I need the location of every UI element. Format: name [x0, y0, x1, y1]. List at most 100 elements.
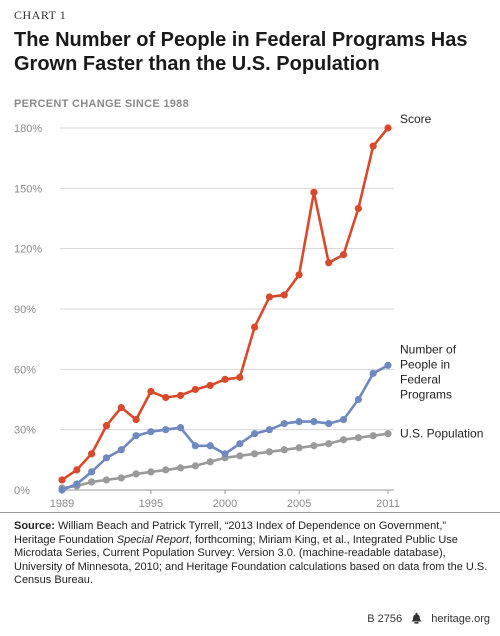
data-point	[280, 446, 288, 454]
data-point	[236, 452, 244, 460]
data-point	[251, 323, 259, 331]
data-point	[117, 474, 125, 482]
data-point	[117, 403, 125, 412]
data-point	[147, 387, 155, 396]
data-point	[176, 391, 185, 400]
data-point	[132, 470, 140, 478]
x-tick-label: 1995	[139, 498, 163, 508]
source-text-1: William Beach and Patrick Tyrrell, “2013…	[14, 520, 447, 546]
data-point	[354, 395, 362, 404]
y-tick-label: 150%	[14, 183, 42, 195]
data-point	[88, 450, 96, 458]
data-point	[384, 430, 392, 438]
data-point	[339, 436, 348, 444]
data-point	[147, 428, 155, 436]
heritage-bell-icon	[411, 612, 422, 627]
line-chart: 0% 30% 60% 90% 120% 150% 180% 1989 1995 2000 2005 2…	[14, 112, 483, 508]
footer: B 2756 heritage.org	[361, 612, 490, 627]
data-point	[295, 271, 303, 279]
data-point	[58, 486, 66, 494]
data-point	[369, 369, 377, 377]
y-tick-label: 0%	[14, 485, 30, 497]
data-point	[280, 420, 288, 428]
data-point	[369, 432, 377, 440]
data-point	[384, 124, 392, 132]
chart-subtitle: PERCENT CHANGE SINCE 1988	[14, 98, 189, 110]
series-label: Programs	[400, 387, 452, 401]
data-point	[102, 422, 111, 430]
data-point	[73, 466, 81, 474]
source-note: Source: William Beach and Patrick Tyrrel…	[14, 520, 490, 588]
data-point	[265, 293, 274, 301]
data-point	[132, 432, 140, 440]
data-point	[339, 251, 348, 259]
data-point	[132, 416, 140, 424]
data-point	[191, 442, 199, 450]
data-point	[73, 480, 81, 488]
series-line	[61, 364, 389, 492]
x-tick-label: 2005	[287, 498, 311, 508]
series-label: People in	[400, 357, 450, 371]
x-tick-label: 2000	[213, 498, 237, 508]
source-divider	[0, 512, 500, 513]
data-point	[265, 426, 274, 434]
data-point	[280, 291, 288, 299]
source-text-2: , forthcoming; Miriam King, et al., Inte…	[14, 533, 488, 587]
data-point	[88, 468, 96, 476]
data-point	[339, 416, 348, 424]
y-tick-label: 60%	[14, 364, 36, 376]
data-point	[354, 204, 362, 213]
data-point	[310, 188, 318, 196]
x-tick-label: 1989	[50, 498, 74, 508]
data-point	[88, 478, 96, 486]
series-label: U.S. Population	[400, 427, 483, 441]
data-point	[325, 259, 333, 267]
data-point	[295, 444, 303, 452]
y-tick-label: 180%	[14, 123, 42, 135]
data-point	[236, 373, 244, 381]
data-point	[354, 434, 362, 442]
data-point	[102, 454, 111, 462]
data-point	[191, 462, 199, 470]
data-point	[295, 418, 303, 426]
data-point	[117, 446, 125, 454]
data-point	[236, 440, 244, 448]
data-point	[325, 440, 333, 448]
y-tick-label: 120%	[14, 244, 42, 256]
data-point	[265, 448, 274, 456]
data-point	[102, 476, 111, 484]
data-point	[191, 385, 199, 394]
data-point	[206, 458, 214, 466]
data-point	[206, 381, 214, 390]
heritage-site[interactable]: heritage.org	[431, 613, 490, 625]
x-tick-label: 2011	[376, 498, 400, 508]
data-point	[162, 466, 170, 474]
data-point	[176, 424, 185, 432]
data-point	[162, 393, 170, 402]
series-line	[61, 127, 390, 481]
series-label: Score	[400, 112, 432, 126]
data-point	[147, 468, 155, 476]
data-point	[310, 418, 318, 426]
y-tick-label: 90%	[14, 304, 36, 316]
chart-kicker: CHART 1	[14, 8, 67, 22]
data-point	[325, 420, 333, 428]
data-point	[58, 476, 66, 484]
data-point	[251, 450, 259, 458]
data-point	[176, 464, 185, 472]
data-point	[206, 442, 214, 450]
data-point	[221, 375, 229, 383]
data-point	[251, 430, 259, 438]
data-point	[310, 442, 318, 450]
data-point	[221, 450, 229, 458]
source-label: Source:	[14, 520, 55, 532]
data-point	[369, 142, 377, 150]
data-point	[162, 426, 170, 434]
source-italic: Special Report	[116, 533, 189, 546]
y-tick-label: 30%	[14, 425, 36, 437]
series-label: Number of	[400, 342, 457, 356]
series-label: Federal	[400, 372, 441, 386]
report-code: B 2756	[367, 613, 403, 625]
data-point	[384, 361, 392, 369]
chart-title: The Number of People in Federal Programs…	[14, 29, 468, 75]
